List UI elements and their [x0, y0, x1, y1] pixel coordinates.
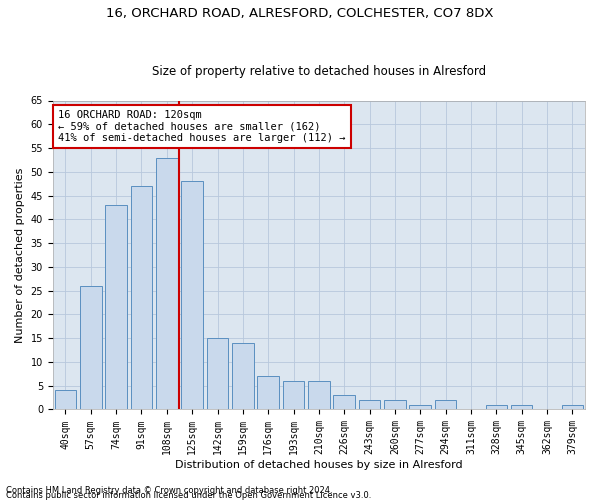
- Text: Contains HM Land Registry data © Crown copyright and database right 2024.: Contains HM Land Registry data © Crown c…: [6, 486, 332, 495]
- Bar: [511, 404, 532, 409]
- Bar: [308, 381, 329, 410]
- Bar: [283, 381, 304, 410]
- Text: 16, ORCHARD ROAD, ALRESFORD, COLCHESTER, CO7 8DX: 16, ORCHARD ROAD, ALRESFORD, COLCHESTER,…: [106, 8, 494, 20]
- Bar: [435, 400, 457, 409]
- Bar: [359, 400, 380, 409]
- Bar: [409, 404, 431, 409]
- Bar: [181, 182, 203, 410]
- Y-axis label: Number of detached properties: Number of detached properties: [15, 168, 25, 342]
- Bar: [334, 395, 355, 409]
- X-axis label: Distribution of detached houses by size in Alresford: Distribution of detached houses by size …: [175, 460, 463, 470]
- Text: 16 ORCHARD ROAD: 120sqm
← 59% of detached houses are smaller (162)
41% of semi-d: 16 ORCHARD ROAD: 120sqm ← 59% of detache…: [58, 110, 346, 143]
- Title: Size of property relative to detached houses in Alresford: Size of property relative to detached ho…: [152, 66, 486, 78]
- Bar: [156, 158, 178, 410]
- Bar: [232, 343, 254, 409]
- Bar: [257, 376, 279, 410]
- Bar: [131, 186, 152, 410]
- Bar: [485, 404, 507, 409]
- Text: Contains public sector information licensed under the Open Government Licence v3: Contains public sector information licen…: [6, 490, 371, 500]
- Bar: [207, 338, 228, 409]
- Bar: [106, 205, 127, 410]
- Bar: [55, 390, 76, 409]
- Bar: [80, 286, 101, 410]
- Bar: [562, 404, 583, 409]
- Bar: [384, 400, 406, 409]
